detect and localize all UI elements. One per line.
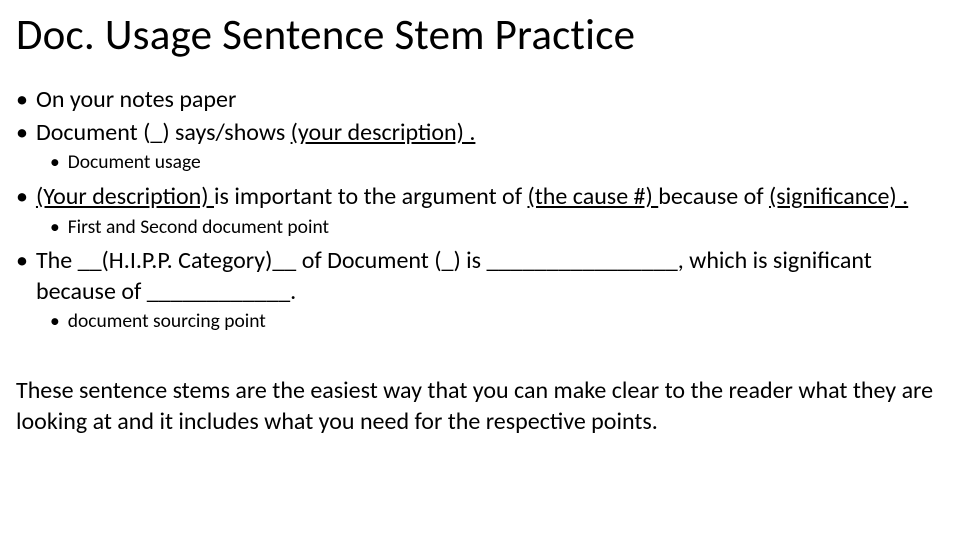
sub-bullet-text: Document usage xyxy=(68,150,201,175)
sub-bullet-list: document sourcing point xyxy=(50,309,944,334)
text-segment: Document (_) says/shows xyxy=(36,118,291,147)
sub-bullet-text: document sourcing point xyxy=(68,309,266,334)
list-item: First and Second document point xyxy=(50,215,944,240)
body-paragraph: These sentence stems are the easiest way… xyxy=(16,375,944,437)
bullet-text: Document (_) says/shows (your descriptio… xyxy=(36,118,475,149)
list-item: (Your description) is important to the a… xyxy=(16,182,944,213)
underlined-blank: (Your description) xyxy=(36,182,214,211)
bullet-list: (Your description) is important to the a… xyxy=(16,182,944,213)
bullet-list: The __(H.I.P.P. Category)__ of Document … xyxy=(16,246,944,307)
sub-bullet-text: First and Second document point xyxy=(68,215,329,240)
underlined-blank: (significance) . xyxy=(769,182,908,211)
sub-bullet-list: Document usage xyxy=(50,150,944,175)
list-item: document sourcing point xyxy=(50,309,944,334)
page-title: Doc. Usage Sentence Stem Practice xyxy=(16,8,944,61)
list-item: Document (_) says/shows (your descriptio… xyxy=(16,118,944,149)
list-item: The __(H.I.P.P. Category)__ of Document … xyxy=(16,246,944,307)
bullet-list: On your notes paper Document (_) says/sh… xyxy=(16,85,944,148)
text-segment: because of xyxy=(658,182,769,211)
slide-body: { "title": "Doc. Usage Sentence Stem Pra… xyxy=(0,0,960,453)
text-segment: is important to the argument of xyxy=(214,182,527,211)
bullet-text: On your notes paper xyxy=(36,85,236,116)
bullet-text: (Your description) is important to the a… xyxy=(36,182,908,213)
list-item: Document usage xyxy=(50,150,944,175)
sub-bullet-list: First and Second document point xyxy=(50,215,944,240)
underlined-blank: (the cause #) xyxy=(527,182,658,211)
bullet-text: The __(H.I.P.P. Category)__ of Document … xyxy=(36,246,944,307)
list-item: On your notes paper xyxy=(16,85,944,116)
underlined-blank: (your description) . xyxy=(291,118,476,147)
